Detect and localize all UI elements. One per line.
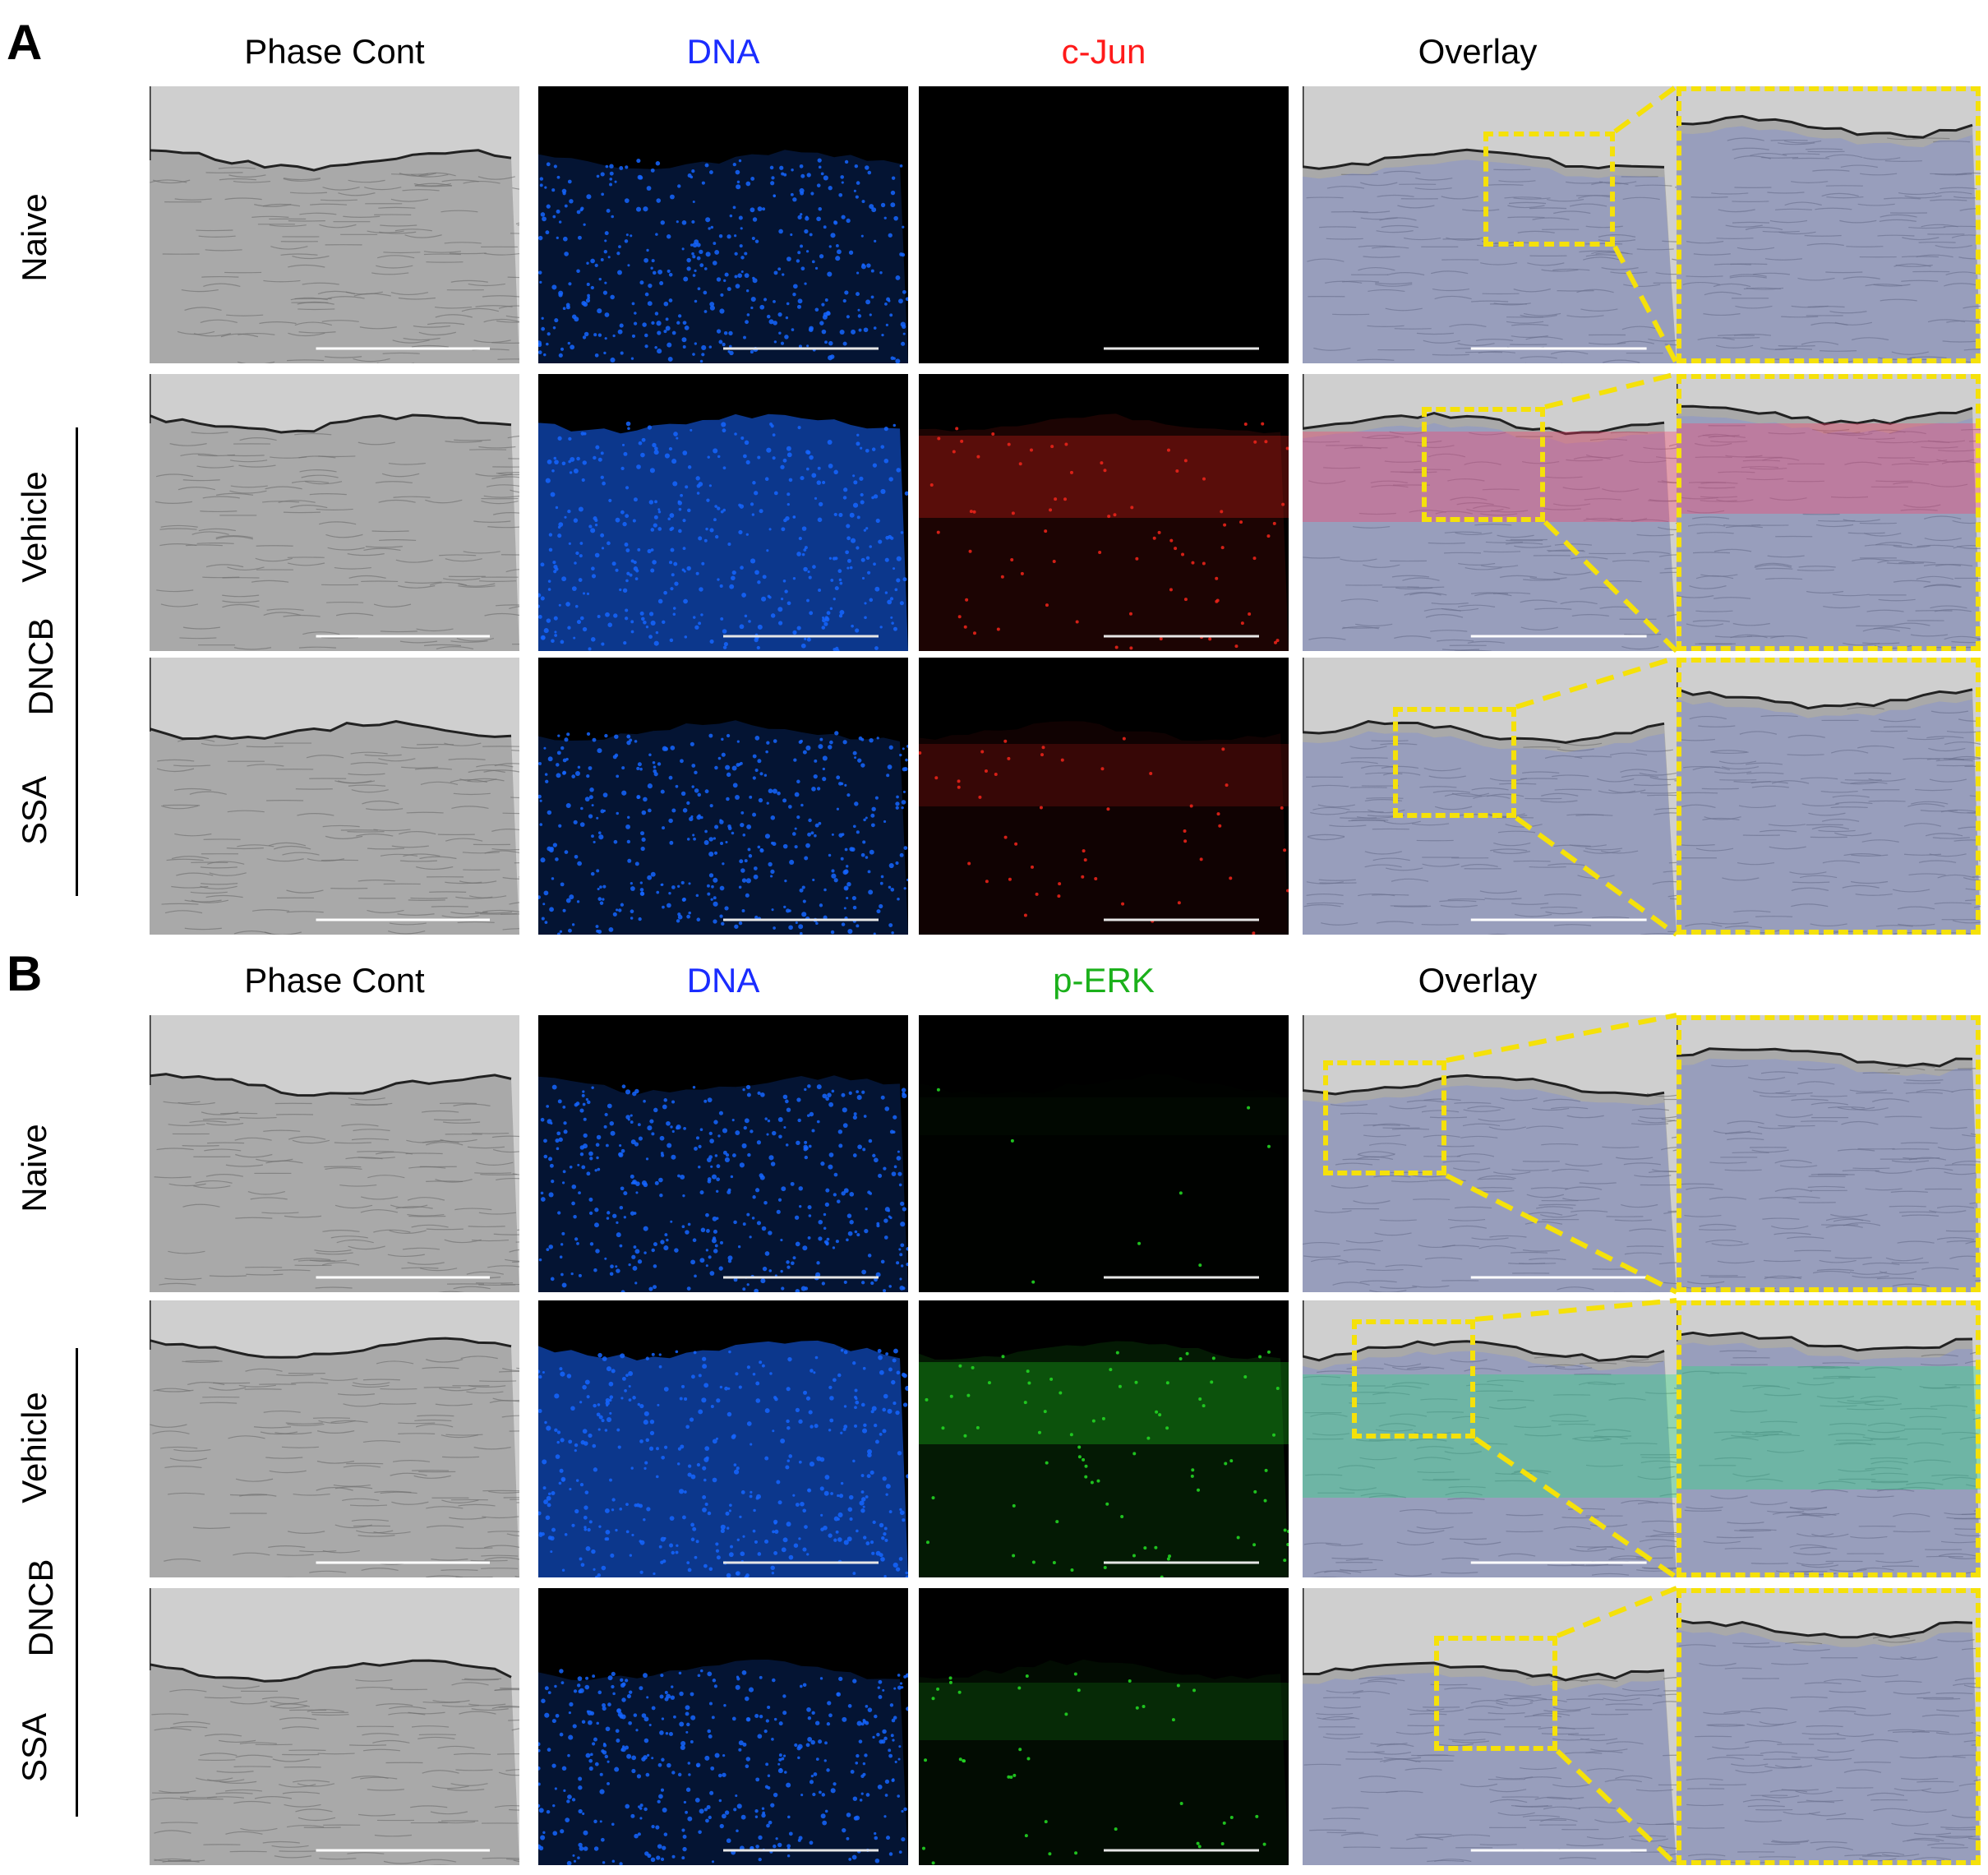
row-label-vehicle-b: Vehicle xyxy=(15,1392,53,1503)
row-label-ssa-a: SSA xyxy=(15,775,53,846)
overlay-image-a-ssa xyxy=(1303,658,1677,935)
perk-stain-image-b-ssa xyxy=(919,1588,1289,1865)
column-header-phase-b: Phase Cont xyxy=(244,961,425,1000)
phase-contrast-image-a-vehicle xyxy=(150,374,519,651)
phase-contrast-image-b-naive xyxy=(150,1015,519,1292)
group-bracket-b xyxy=(76,1348,78,1817)
dna-stain-image-b-naive xyxy=(538,1015,908,1292)
cjun-stain-image-a-vehicle xyxy=(919,374,1289,651)
phase-contrast-image-a-ssa xyxy=(150,658,519,935)
row-label-naive-b: Naive xyxy=(15,1124,53,1212)
column-header-phase-a: Phase Cont xyxy=(244,32,425,71)
zoom-inset-image-a-ssa xyxy=(1677,658,1981,935)
group-label-dncb-b: DNCB xyxy=(21,1559,60,1657)
overlay-image-b-naive xyxy=(1303,1015,1677,1292)
group-bracket-a xyxy=(76,427,78,896)
column-header-overlay-a: Overlay xyxy=(1418,32,1538,71)
column-header-dna-a: DNA xyxy=(686,32,760,71)
zoom-inset-image-b-ssa xyxy=(1677,1588,1981,1865)
phase-contrast-image-b-vehicle xyxy=(150,1300,519,1577)
row-label-ssa-b: SSA xyxy=(15,1712,53,1783)
cjun-stain-image-a-naive xyxy=(919,86,1289,363)
zoom-inset-image-a-naive xyxy=(1677,86,1981,363)
panel-letter-a: A xyxy=(7,15,43,70)
perk-stain-image-b-naive xyxy=(919,1015,1289,1292)
column-header-overlay-b: Overlay xyxy=(1418,961,1538,1000)
zoom-inset-image-a-vehicle xyxy=(1677,374,1981,651)
dna-stain-image-a-naive xyxy=(538,86,908,363)
group-label-dncb-a: DNCB xyxy=(21,617,60,716)
dna-stain-image-a-vehicle xyxy=(538,374,908,651)
overlay-image-b-vehicle xyxy=(1303,1300,1677,1577)
phase-contrast-image-b-ssa xyxy=(150,1588,519,1865)
column-header-dna-b: DNA xyxy=(686,961,760,1000)
zoom-inset-image-b-vehicle xyxy=(1677,1300,1981,1577)
dna-stain-image-a-ssa xyxy=(538,658,908,935)
cjun-stain-image-a-ssa xyxy=(919,658,1289,935)
overlay-image-a-vehicle xyxy=(1303,374,1677,651)
phase-contrast-image-a-naive xyxy=(150,86,519,363)
row-label-naive-a: Naive xyxy=(15,193,53,282)
column-header-cjun-a: c-Jun xyxy=(1061,32,1146,71)
overlay-image-a-naive xyxy=(1303,86,1677,363)
zoom-inset-image-b-naive xyxy=(1677,1015,1981,1292)
dna-stain-image-b-ssa xyxy=(538,1588,908,1865)
column-header-perk-b: p-ERK xyxy=(1053,961,1155,1000)
dna-stain-image-b-vehicle xyxy=(538,1300,908,1577)
overlay-image-b-ssa xyxy=(1303,1588,1677,1865)
perk-stain-image-b-vehicle xyxy=(919,1300,1289,1577)
panel-letter-b: B xyxy=(7,946,43,1001)
